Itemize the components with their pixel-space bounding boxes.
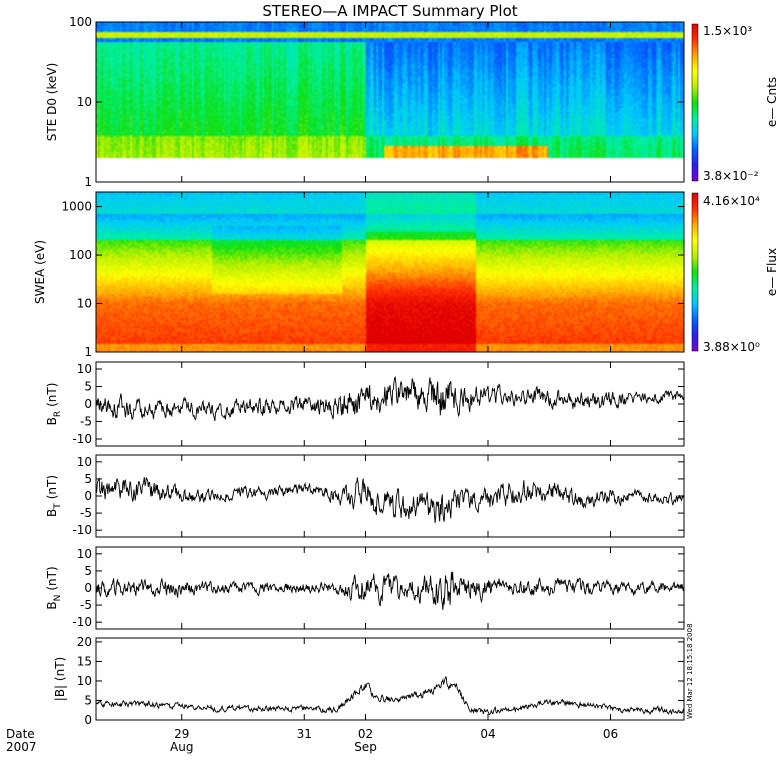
bt-panel: -10 -5 0 5 10 BT(nT)	[45, 454, 685, 538]
x-tick-label: 29	[174, 727, 189, 741]
y-tick-label: 1000	[61, 200, 92, 214]
x-tick-month: Aug	[170, 740, 193, 754]
bmag-frame	[95, 637, 685, 721]
y-tick-label: 10	[77, 362, 92, 376]
swea-frame	[95, 191, 685, 353]
ste-spectrogram	[96, 22, 684, 182]
y-tick-label: 10	[77, 455, 92, 469]
y-tick-label: 10	[77, 674, 92, 688]
y-tick-label: 5	[84, 564, 92, 578]
swea-spectrogram	[96, 192, 684, 352]
y-tick-label: -5	[80, 415, 92, 429]
y-tick-label: -5	[80, 506, 92, 520]
br-series-line	[95, 376, 685, 422]
year-label: 2007	[6, 740, 37, 754]
y-tick-label: 1	[84, 175, 92, 189]
bmag-y-label: |B| (nT)	[53, 657, 67, 701]
bn-y-label: BN(nT)	[45, 566, 63, 609]
y-tick-label: 0	[84, 581, 92, 595]
ste-colorbar-label: e— Cnts	[765, 77, 779, 127]
y-tick-label: -10	[72, 523, 92, 537]
date-label: Date	[6, 727, 35, 741]
ste-colorbar-max: 1.5×10³	[703, 24, 752, 38]
y-tick-label: 0	[84, 713, 92, 727]
swea-panel: 1 10 100 1000 SWEA (eV) 4.16×10⁴ 3.88×10⁰ e…	[33, 191, 779, 359]
y-tick-label: 5	[84, 380, 92, 394]
y-tick-label: 0	[84, 397, 92, 411]
x-tick-label: 31	[297, 727, 312, 741]
y-tick-label: -10	[72, 432, 92, 446]
swea-y-ticks: 1 10 100 1000	[61, 200, 684, 359]
y-tick-label: 100	[69, 15, 92, 29]
x-tick-month: Sep	[354, 740, 377, 754]
br-panel: -10 -5 0 5 10 BR(nT)	[45, 361, 685, 447]
y-tick-label: 10	[77, 547, 92, 561]
bmag-series-line	[95, 676, 685, 716]
swea-colorbar-min: 3.88×10⁰	[703, 340, 760, 354]
bn-y-ticks: -10 -5 0 5 10	[72, 547, 684, 629]
y-tick-label: 10	[77, 95, 92, 109]
timestamp-stamp: Wed Mar 12 18:15:18 2008	[686, 623, 694, 719]
swea-y-label: SWEA (eV)	[33, 240, 47, 304]
ste-panel: 1 10 100 STE D0 (keV) 1.5×10³ 3.8×10⁻² e— …	[45, 15, 779, 189]
swea-colorbar-label: e— Flux	[765, 248, 779, 296]
x-tick-label: 06	[603, 727, 618, 741]
bmag-y-ticks: 0 5 10 15 20	[77, 635, 684, 727]
y-tick-label: 100	[69, 248, 92, 262]
x-tick-label: 02	[358, 727, 373, 741]
y-tick-label: -10	[72, 615, 92, 629]
y-tick-label: 10	[77, 297, 92, 311]
y-tick-label: 0	[84, 489, 92, 503]
y-tick-label: 15	[77, 654, 92, 668]
ste-colorbar	[691, 23, 699, 182]
y-tick-label: 20	[77, 635, 92, 649]
br-y-label: BR(nT)	[45, 383, 63, 426]
bmag-panel: 0 5 10 15 20 |B| (nT) Wed Mar 12 18:15:18 20…	[53, 623, 694, 727]
bn-series-line	[95, 571, 685, 610]
bt-series-line	[95, 477, 685, 524]
y-tick-label: 5	[84, 693, 92, 707]
ste-y-ticks: 1 10 100	[69, 15, 684, 189]
bt-y-label: BT(nT)	[45, 475, 63, 517]
bn-frame	[95, 546, 685, 630]
ste-colorbar-min: 3.8×10⁻²	[703, 169, 759, 183]
figure-title: STEREO—A IMPACT Summary Plot	[262, 2, 517, 20]
bt-y-ticks: -10 -5 0 5 10	[72, 455, 684, 537]
br-y-ticks: -10 -5 0 5 10	[72, 362, 684, 446]
y-tick-label: 1	[84, 345, 92, 359]
swea-colorbar-max: 4.16×10⁴	[703, 194, 760, 208]
y-tick-label: -5	[80, 598, 92, 612]
ste-y-label: STE D0 (keV)	[45, 63, 59, 142]
y-tick-label: 5	[84, 472, 92, 486]
x-tick-label: 04	[480, 727, 495, 741]
bt-frame	[95, 454, 685, 538]
swea-colorbar	[691, 192, 699, 352]
bn-panel: -10 -5 0 5 10 BN(nT)	[45, 546, 685, 630]
